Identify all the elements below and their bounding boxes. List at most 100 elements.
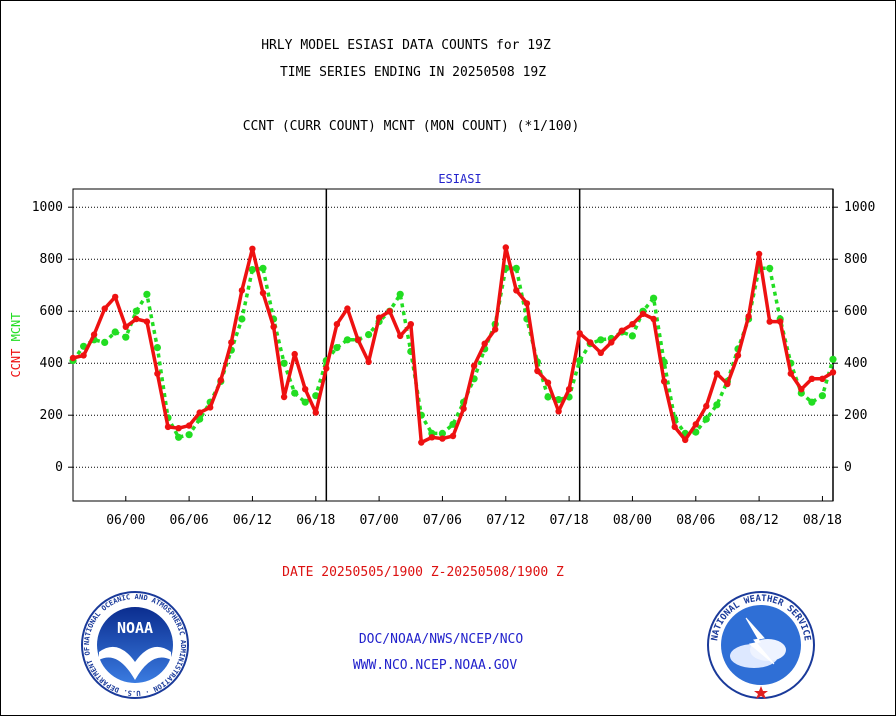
point-mcnt-28 xyxy=(365,331,373,339)
point-ccnt-40 xyxy=(492,326,499,333)
point-ccnt-11 xyxy=(185,422,193,429)
xtick-label-08-12: 08/12 xyxy=(740,513,779,528)
point-ccnt-27 xyxy=(354,336,362,343)
point-ccnt-7 xyxy=(143,318,151,325)
point-ccnt-20 xyxy=(280,393,288,401)
point-ccnt-65 xyxy=(755,250,763,258)
point-ccnt-29 xyxy=(375,314,383,321)
point-ccnt-51 xyxy=(608,339,615,346)
ytick-label-left: 800 xyxy=(40,252,63,267)
point-ccnt-63 xyxy=(734,352,742,359)
xtick-label-06-00: 06/00 xyxy=(106,513,145,528)
point-ccnt-18 xyxy=(259,289,267,297)
y-axis-label-mcnt: MCNT xyxy=(9,312,23,341)
date-range: DATE 20250505/1900 Z-20250508/1900 Z xyxy=(282,565,564,580)
chart-title-line2: TIME SERIES ENDING IN 20250508 19Z xyxy=(279,65,547,80)
point-ccnt-32 xyxy=(407,321,414,328)
point-ccnt-4 xyxy=(112,293,119,301)
panel-title: ESIASI xyxy=(438,172,481,186)
point-ccnt-69 xyxy=(798,386,805,393)
point-ccnt-41 xyxy=(502,244,509,251)
point-mcnt-25 xyxy=(333,344,341,352)
point-ccnt-15 xyxy=(228,339,235,346)
point-mcnt-31 xyxy=(396,290,404,298)
point-ccnt-0 xyxy=(69,354,77,362)
point-mcnt-48 xyxy=(576,357,584,365)
point-ccnt-30 xyxy=(386,308,393,315)
point-mcnt-8 xyxy=(153,344,161,352)
point-mcnt-50 xyxy=(597,336,605,344)
ytick-label-left: 0 xyxy=(55,460,63,475)
xtick-label-08-18: 08/18 xyxy=(803,513,842,528)
point-ccnt-64 xyxy=(745,313,752,320)
xtick-label-07-00: 07/00 xyxy=(360,513,399,528)
point-mcnt-55 xyxy=(650,294,658,302)
point-ccnt-21 xyxy=(291,350,298,358)
point-ccnt-14 xyxy=(217,376,224,384)
point-ccnt-12 xyxy=(196,409,203,416)
xtick-label-06-18: 06/18 xyxy=(296,513,335,528)
point-mcnt-11 xyxy=(185,431,193,439)
point-mcnt-35 xyxy=(438,429,446,437)
xtick-label-07-12: 07/12 xyxy=(486,513,525,528)
point-ccnt-35 xyxy=(439,435,446,442)
ytick-label-right: 1000 xyxy=(844,200,875,215)
point-mcnt-17 xyxy=(248,266,256,274)
point-ccnt-52 xyxy=(618,327,626,334)
point-ccnt-13 xyxy=(207,404,214,411)
point-ccnt-50 xyxy=(597,349,604,356)
noaa-wordmark: NOAA xyxy=(117,619,153,637)
point-mcnt-45 xyxy=(544,393,552,401)
xtick-label-08-06: 08/06 xyxy=(676,513,715,528)
point-ccnt-28 xyxy=(365,358,372,366)
point-mcnt-66 xyxy=(766,264,774,272)
point-ccnt-42 xyxy=(513,287,520,294)
point-ccnt-60 xyxy=(703,402,710,410)
point-ccnt-72 xyxy=(829,369,837,376)
point-ccnt-67 xyxy=(777,318,784,325)
point-ccnt-62 xyxy=(724,380,731,388)
point-mcnt-16 xyxy=(238,315,246,323)
plot-frame xyxy=(72,188,834,502)
noaa-logo: NATIONAL OCEANIC AND ATMOSPHERIC ADMINIS… xyxy=(80,590,189,699)
point-mcnt-53 xyxy=(628,332,637,340)
point-ccnt-1 xyxy=(80,352,87,359)
point-ccnt-56 xyxy=(660,378,668,385)
point-ccnt-53 xyxy=(629,321,636,328)
y-axis-label: CCNT MCNT xyxy=(9,312,23,377)
point-mcnt-42 xyxy=(512,264,520,272)
point-ccnt-45 xyxy=(544,379,552,386)
point-ccnt-59 xyxy=(692,421,699,428)
point-ccnt-10 xyxy=(175,425,182,432)
point-ccnt-55 xyxy=(650,315,657,323)
point-ccnt-8 xyxy=(154,370,161,377)
ytick-label-right: 400 xyxy=(844,356,867,371)
point-mcnt-10 xyxy=(175,433,183,441)
point-mcnt-60 xyxy=(702,415,710,423)
point-mcnt-36 xyxy=(449,420,457,428)
xtick-label-07-06: 07/06 xyxy=(423,513,462,528)
point-mcnt-26 xyxy=(343,336,351,344)
point-ccnt-49 xyxy=(587,339,594,346)
point-mcnt-3 xyxy=(101,338,109,346)
point-mcnt-22 xyxy=(301,398,309,406)
point-ccnt-36 xyxy=(449,432,457,440)
point-ccnt-57 xyxy=(671,423,678,431)
point-ccnt-3 xyxy=(101,305,108,312)
nco-url: WWW.NCO.NCEP.NOAA.GOV xyxy=(352,658,518,673)
point-ccnt-6 xyxy=(133,315,140,323)
point-mcnt-71 xyxy=(818,392,827,400)
series-line-mcnt xyxy=(71,266,835,440)
point-ccnt-37 xyxy=(460,405,467,412)
point-ccnt-39 xyxy=(481,340,488,347)
point-mcnt-61 xyxy=(713,401,721,409)
point-ccnt-31 xyxy=(397,332,404,340)
point-ccnt-33 xyxy=(418,439,425,446)
ytick-label-left: 200 xyxy=(40,408,63,423)
ytick-label-right: 0 xyxy=(844,460,852,475)
ytick-label-right: 800 xyxy=(844,252,867,267)
xtick-label-06-12: 06/12 xyxy=(233,513,272,528)
point-ccnt-19 xyxy=(270,323,277,330)
y-axis-label-ccnt: CCNT xyxy=(9,341,23,377)
point-ccnt-38 xyxy=(470,362,478,369)
